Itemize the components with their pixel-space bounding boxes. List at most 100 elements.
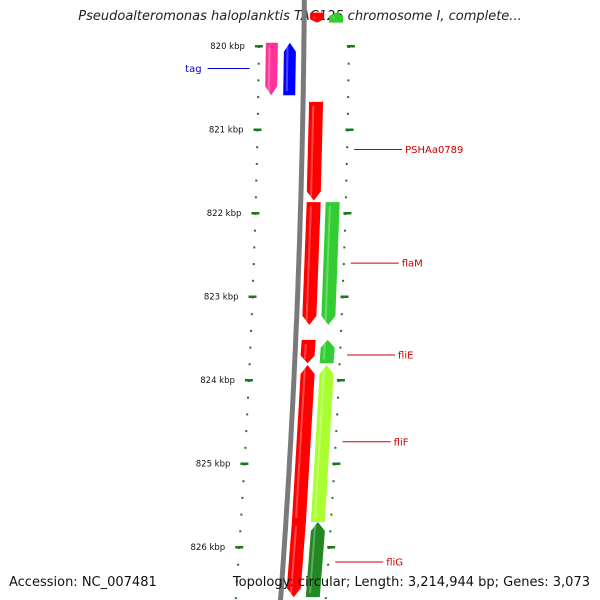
tick-mark	[240, 513, 243, 516]
tick-mark	[255, 179, 258, 182]
backbone-layer	[277, 0, 307, 600]
major-tick-right	[345, 128, 354, 131]
tick-mark	[331, 496, 334, 499]
label-layer: tag PSHAa0789 flaM fliE fliF fliG	[185, 64, 463, 568]
tick-mark	[339, 346, 342, 349]
tick-mark	[253, 229, 256, 232]
major-tick-right	[346, 45, 355, 48]
tick-mark	[343, 246, 346, 249]
tick-mark	[242, 480, 245, 483]
tick-mark	[345, 179, 348, 182]
gene-highlight	[285, 46, 289, 92]
gene-green	[319, 339, 335, 364]
gene-highlight	[290, 525, 298, 594]
gene-red	[302, 202, 321, 325]
tick-mark	[324, 597, 327, 600]
tick-layer: 820 kbp 821 kbp 822 kbp 823 kbp 824 kbp 825 k…	[191, 42, 355, 600]
genome-title: Pseudoalteromonas haloplanktis TAC125 ch…	[78, 9, 522, 24]
gene-highlight	[310, 105, 315, 197]
feature-label: fliE	[398, 350, 413, 361]
feature-label: flaM	[402, 259, 423, 270]
tick-label: 824 kbp	[200, 376, 235, 386]
tick-mark	[257, 62, 260, 65]
feature-label: fliG	[386, 558, 403, 569]
accession-text: Accession: NC_007481	[9, 575, 157, 590]
tick-mark	[347, 79, 350, 82]
tick-mark	[241, 496, 244, 499]
tick-mark	[347, 62, 350, 65]
gene-highlight	[309, 525, 317, 594]
tick-mark	[256, 112, 259, 115]
gene-highlight	[324, 206, 331, 321]
tick-mark	[250, 313, 253, 316]
tick-mark	[252, 263, 255, 266]
major-tick-right	[340, 295, 349, 298]
gene-green	[329, 12, 344, 23]
gene-highlight	[267, 46, 271, 92]
tick-mark	[342, 263, 345, 266]
topology-text: Topology: circular; Length: 3,214,944 bp…	[232, 575, 590, 590]
tick-label: 821 kbp	[209, 126, 244, 136]
tick-label: 825 kbp	[196, 460, 231, 470]
backbone-line	[277, 0, 307, 600]
tick-mark	[342, 279, 345, 282]
tick-mark	[346, 112, 349, 115]
gene-green	[321, 202, 340, 325]
gene-layer	[265, 12, 344, 598]
major-tick-left	[240, 462, 249, 465]
tick-mark	[345, 162, 348, 165]
major-tick-left	[244, 379, 253, 382]
tick-mark	[246, 413, 249, 416]
tick-mark	[335, 430, 338, 433]
tick-mark	[346, 146, 349, 149]
tick-mark	[340, 313, 343, 316]
tick-mark	[247, 396, 249, 399]
gene-highlight	[322, 343, 326, 360]
tick-mark	[254, 196, 257, 199]
tick-mark	[234, 597, 237, 600]
tick-mark	[248, 363, 251, 366]
tick-label: 822 kbp	[207, 209, 242, 219]
tick-mark	[257, 79, 260, 82]
tick-mark	[257, 96, 260, 99]
major-tick-right	[343, 212, 352, 215]
tick-mark	[330, 513, 333, 516]
major-tick-right	[327, 546, 336, 549]
gene-highlight	[314, 368, 325, 519]
gene-red	[310, 12, 325, 23]
feature-label: PSHAa0789	[405, 145, 463, 156]
major-tick-left	[248, 295, 257, 298]
tick-mark	[338, 363, 341, 366]
gene-red	[286, 522, 306, 598]
tick-mark	[327, 563, 330, 566]
feature-label: tag	[185, 64, 201, 75]
major-tick-right	[332, 462, 341, 465]
tick-mark	[329, 530, 332, 533]
gene-dark_green	[305, 522, 325, 598]
tick-mark	[245, 430, 248, 433]
tick-mark	[325, 580, 328, 583]
tick-mark	[343, 229, 346, 232]
tick-mark	[255, 162, 258, 165]
tick-mark	[244, 446, 247, 449]
tick-mark	[332, 480, 335, 483]
tick-mark	[235, 580, 238, 583]
gene-highlight	[305, 206, 312, 321]
tick-mark	[250, 329, 253, 332]
tick-mark	[253, 246, 256, 249]
gene-blue	[283, 42, 296, 96]
tick-mark	[340, 329, 343, 332]
tick-label: 826 kbp	[191, 543, 226, 553]
gene-red	[300, 339, 316, 364]
major-tick-left	[235, 546, 244, 549]
gene-magenta	[265, 42, 278, 96]
tick-mark	[337, 396, 339, 399]
gene-highlight	[295, 368, 306, 519]
major-tick-left	[253, 128, 262, 131]
gene-red	[306, 101, 324, 201]
tick-mark	[256, 146, 259, 149]
major-tick-right	[336, 379, 345, 382]
major-tick-left	[251, 212, 260, 215]
